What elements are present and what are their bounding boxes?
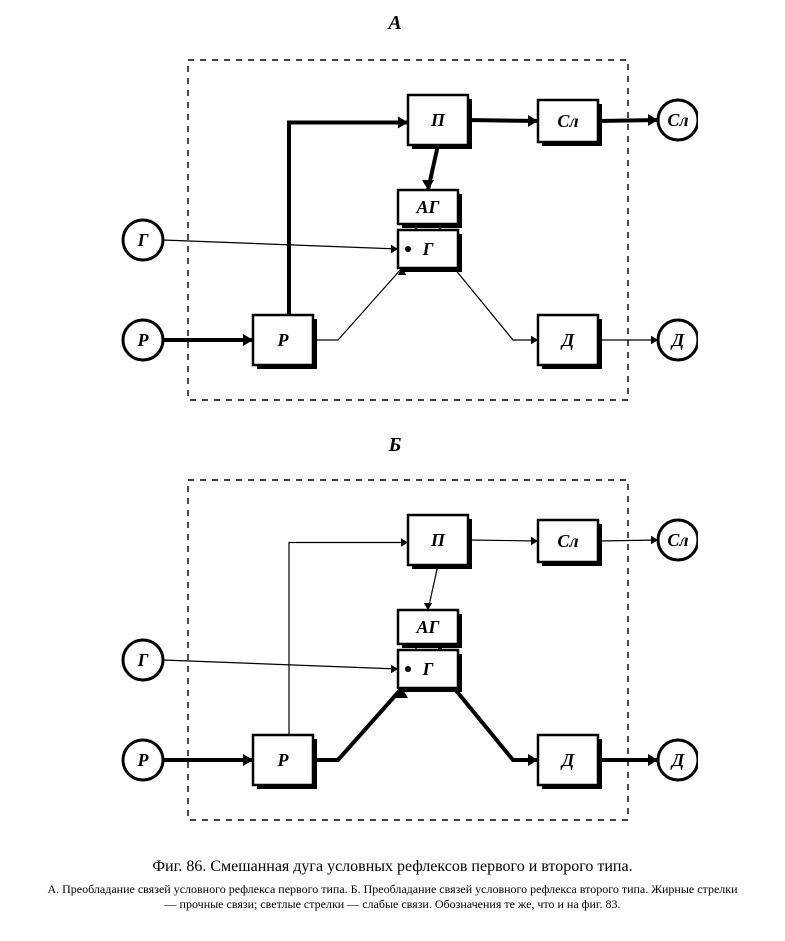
svg-text:Сл: Сл [557, 111, 578, 131]
svg-text:Г: Г [422, 659, 434, 679]
diagram-panel-b: П Сл АГ Г Р Д Г Р Сл Д [118, 460, 698, 840]
svg-text:Д: Д [670, 330, 685, 350]
figure-caption: Фиг. 86. Смешанная дуга условных рефлекс… [40, 858, 745, 912]
svg-text:Г: Г [422, 239, 434, 259]
svg-text:Г: Г [137, 650, 149, 670]
svg-text:Сл: Сл [667, 110, 688, 130]
diagram-panel-a: П Сл АГ Г Р Д Г Р Сл Д [118, 40, 698, 420]
caption-body: А. Преобладание связей условного рефлекс… [40, 882, 745, 912]
svg-text:Сл: Сл [667, 530, 688, 550]
svg-text:П: П [430, 530, 446, 550]
panel-a-label: А [380, 12, 410, 35]
svg-text:Д: Д [560, 750, 575, 770]
svg-text:Д: Д [670, 750, 685, 770]
panel-b-label: Б [380, 434, 410, 457]
caption-title: Фиг. 86. Смешанная дуга условных рефлекс… [40, 858, 745, 876]
svg-text:АГ: АГ [416, 617, 440, 637]
svg-text:Р: Р [137, 330, 150, 350]
page: А П Сл АГ Г Р Д Г Р Сл Д Б П Сл АГ Г Р Д Г Р Сл Д Фиг. 86.… [0, 0, 785, 941]
svg-text:Р: Р [137, 750, 150, 770]
svg-text:Сл: Сл [557, 531, 578, 551]
svg-text:Г: Г [137, 230, 149, 250]
svg-text:Р: Р [277, 750, 290, 770]
svg-text:Д: Д [560, 330, 575, 350]
svg-text:АГ: АГ [416, 197, 440, 217]
svg-text:П: П [430, 110, 446, 130]
svg-text:Р: Р [277, 330, 290, 350]
